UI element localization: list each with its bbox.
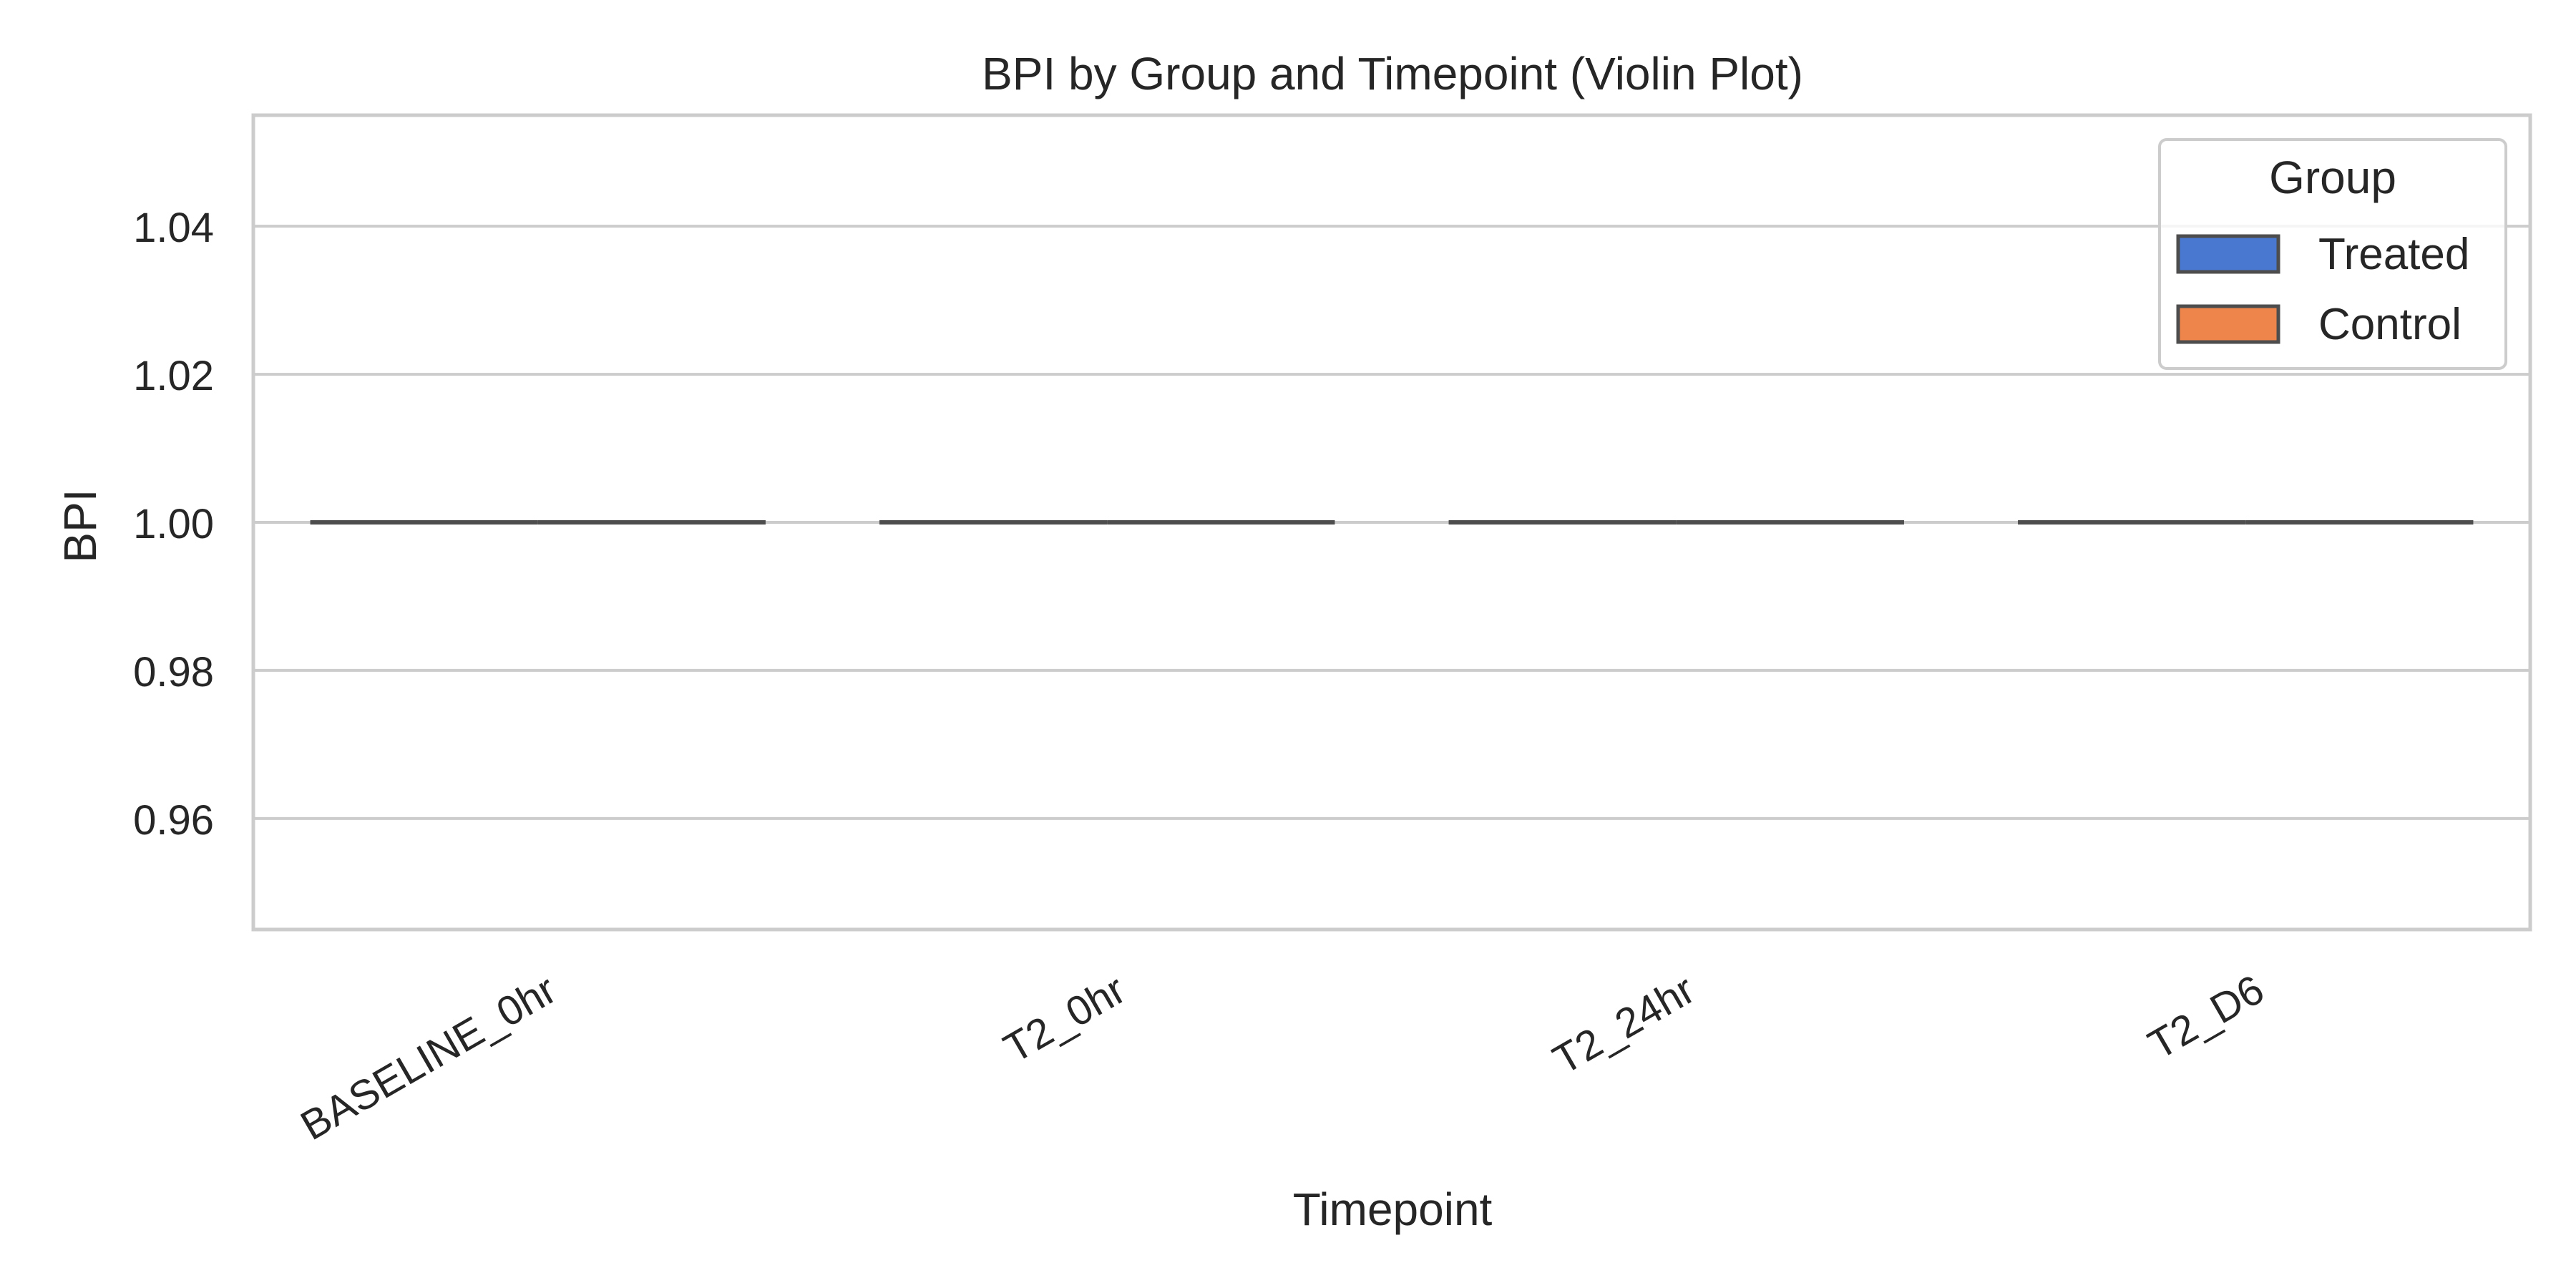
y-tick-label: 1.04 xyxy=(133,205,214,251)
x-axis-label: Timepoint xyxy=(1293,1184,1493,1235)
legend-label-control: Control xyxy=(2318,300,2462,349)
y-tick-label: 1.02 xyxy=(133,353,214,399)
plot-area-frame xyxy=(251,113,2532,932)
y-tick-labels: 0.96 0.98 1.00 1.02 1.04 xyxy=(133,205,214,844)
legend-swatch-treated xyxy=(2176,234,2280,274)
legend-label-treated: Treated xyxy=(2318,230,2469,279)
y-tick-label: 1.00 xyxy=(133,501,214,547)
legend-swatch-control xyxy=(2176,304,2280,344)
y-tick-label: 0.98 xyxy=(133,649,214,696)
legend-items: Treated Control xyxy=(2176,230,2469,349)
y-axis-label: BPI xyxy=(54,489,106,562)
legend: Group Treated Control xyxy=(2158,138,2507,370)
y-tick-label: 0.96 xyxy=(133,797,214,844)
legend-title: Group xyxy=(2269,152,2396,203)
chart-title: BPI by Group and Timepoint (Violin Plot) xyxy=(982,48,1803,99)
